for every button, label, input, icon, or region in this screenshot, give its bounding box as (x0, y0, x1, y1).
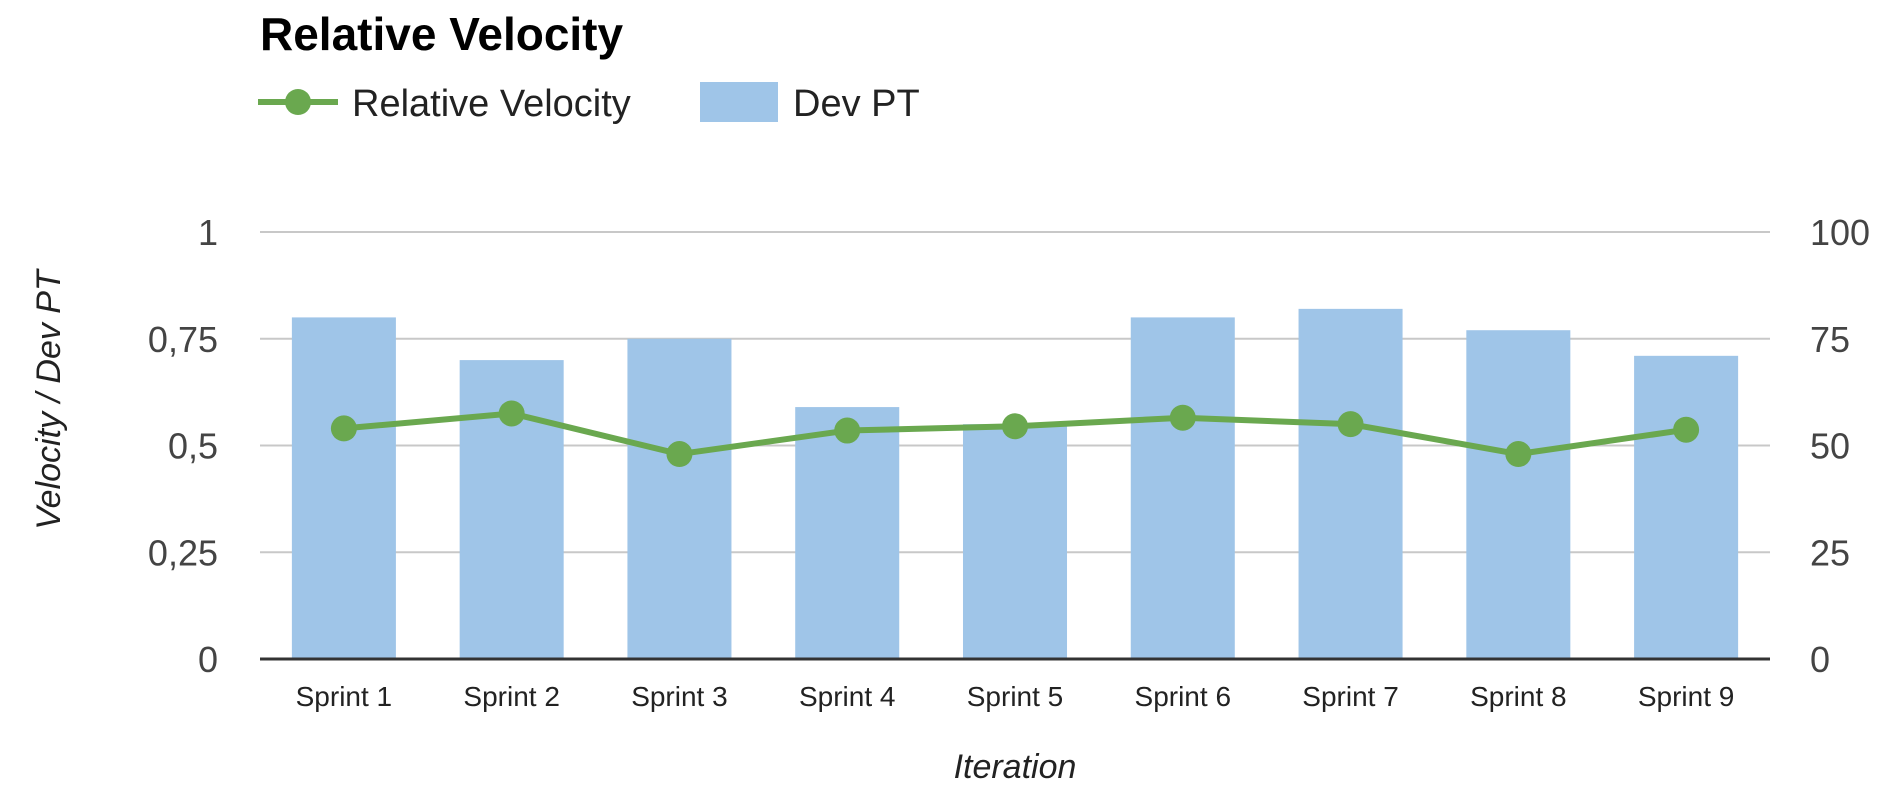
bar (1130, 317, 1235, 659)
right-tick-label: 25 (1810, 532, 1850, 573)
category-label: Sprint 4 (799, 681, 896, 712)
velocity-point (330, 415, 357, 442)
velocity-point (834, 417, 861, 444)
left-tick-label: 0,5 (168, 426, 218, 467)
category-label: Sprint 2 (463, 681, 560, 712)
right-tick-label: 50 (1810, 426, 1850, 467)
velocity-point (1002, 413, 1028, 440)
chart-title: Relative Velocity (260, 8, 623, 60)
legend-bar-swatch (700, 82, 778, 122)
category-label: Sprint 1 (296, 681, 393, 712)
left-tick-label: 0 (198, 639, 218, 680)
bar (795, 407, 900, 659)
bar (1298, 308, 1403, 659)
left-tick-label: 1 (198, 212, 218, 253)
line-series (330, 400, 1700, 468)
legend-label: Relative Velocity (352, 83, 631, 125)
bar (1634, 355, 1739, 659)
category-label: Sprint 6 (1135, 681, 1232, 712)
velocity-point (498, 400, 525, 427)
category-label: Sprint 3 (631, 681, 728, 712)
bar (962, 424, 1068, 659)
velocity-point (1169, 404, 1196, 431)
legend-label: Dev PT (793, 83, 920, 125)
left-axis-ticks: 0 0,25 0,5 0,75 1 (148, 212, 218, 680)
category-label: Sprint 8 (1470, 681, 1567, 712)
bar (627, 338, 732, 659)
velocity-point (1505, 441, 1532, 468)
bar (291, 317, 396, 659)
legend-line-marker (285, 89, 311, 115)
right-tick-label: 0 (1810, 639, 1830, 680)
bar (1466, 330, 1571, 659)
category-label: Sprint 9 (1638, 681, 1735, 712)
velocity-point (666, 441, 693, 468)
left-tick-label: 0,75 (148, 319, 218, 360)
y-axis-title: Velocity / Dev PT (30, 268, 68, 530)
x-axis-title: Iteration (954, 748, 1077, 786)
right-axis-ticks: 0 25 50 75 100 (1810, 212, 1870, 680)
right-tick-label: 75 (1810, 319, 1850, 360)
right-tick-label: 100 (1810, 212, 1870, 253)
velocity-point (1337, 411, 1364, 438)
x-axis-category-labels: Sprint 1 Sprint 2 Sprint 3 Sprint 4 Sprint 5… (296, 681, 1735, 712)
velocity-point (1673, 416, 1700, 443)
bar-series (291, 308, 1739, 659)
category-label: Sprint 5 (967, 681, 1064, 712)
category-label: Sprint 7 (1302, 681, 1399, 712)
left-tick-label: 0,25 (148, 532, 218, 573)
legend: Relative Velocity Dev PT (258, 82, 920, 125)
